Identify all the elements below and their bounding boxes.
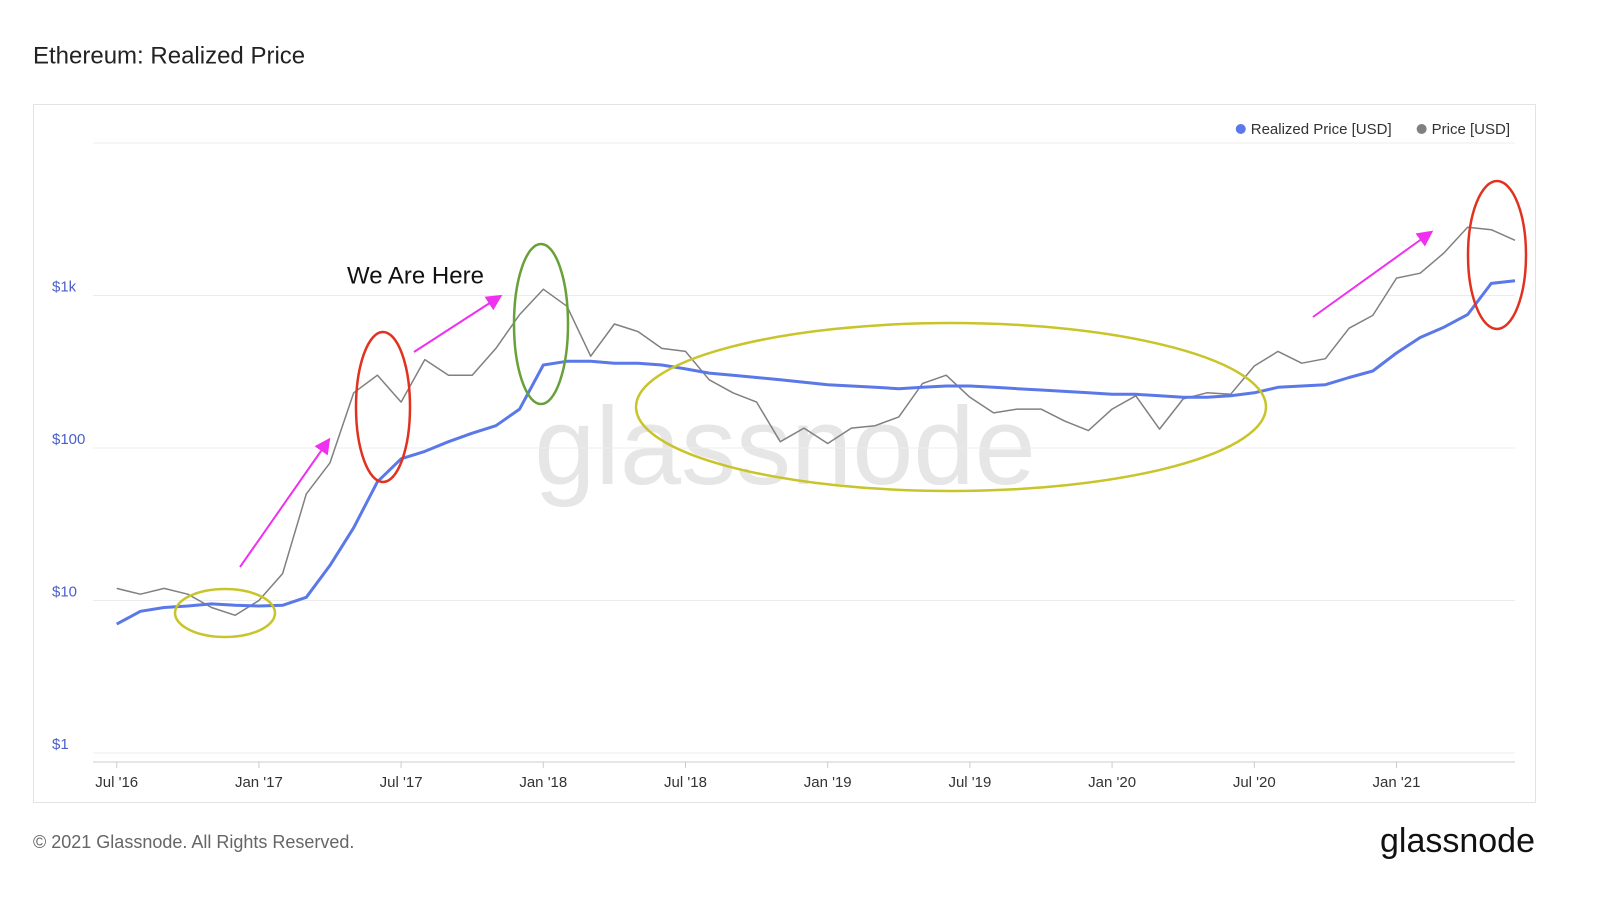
x-tick-label: Jan '17 — [235, 774, 283, 791]
y-tick-label: $100 — [52, 431, 85, 448]
chart-title: Ethereum: Realized Price — [33, 42, 305, 69]
arrow — [239, 437, 331, 568]
y-tick-label: $1k — [52, 278, 77, 295]
series-line — [115, 279, 1516, 626]
plot-card — [33, 104, 1536, 803]
footer: © 2021 Glassnode. All Rights Reserved. — [33, 832, 354, 852]
x-tick-label: Jan '20 — [1088, 774, 1136, 791]
x-tick-label: Jan '21 — [1373, 774, 1421, 791]
x-tick-label: Jan '19 — [804, 774, 852, 791]
highlight-ellipse — [634, 321, 1268, 493]
y-tick-label: $10 — [52, 583, 77, 600]
highlight-ellipse — [1466, 179, 1528, 331]
y-tick-label: $1 — [52, 736, 69, 753]
watermark: glassnode — [534, 385, 1036, 508]
x-tick-label: Jul '17 — [380, 774, 423, 791]
annotation: We Are Here — [347, 262, 484, 289]
arrow — [413, 294, 503, 353]
x-tick-label: Jan '18 — [519, 774, 567, 791]
annotations: We Are Here — [173, 179, 1528, 639]
grid: $1 $10 $100 $1k Jul '16 Jan '17 Jul '17 Jan '18… — [52, 142, 1515, 791]
legend-label: Realized Price [USD] — [1251, 121, 1392, 138]
legend: Price [USD] Realized Price [USD] — [1235, 121, 1510, 138]
highlight-ellipse — [512, 242, 570, 406]
x-tick-label: Jul '18 — [664, 774, 707, 791]
legend-marker — [1416, 124, 1427, 134]
series-line — [116, 226, 1516, 617]
legend-label: Price [USD] — [1432, 121, 1510, 138]
x-tick-label: Jul '16 — [95, 774, 138, 791]
x-tick-label: Jul '20 — [1233, 774, 1276, 791]
logo: glassnode — [1380, 822, 1535, 860]
lines — [115, 226, 1516, 626]
arrow — [1312, 230, 1434, 318]
x-tick-label: Jul '19 — [948, 774, 991, 791]
legend-marker — [1235, 124, 1246, 134]
highlight-ellipse — [354, 330, 412, 484]
highlight-ellipse — [173, 587, 277, 639]
